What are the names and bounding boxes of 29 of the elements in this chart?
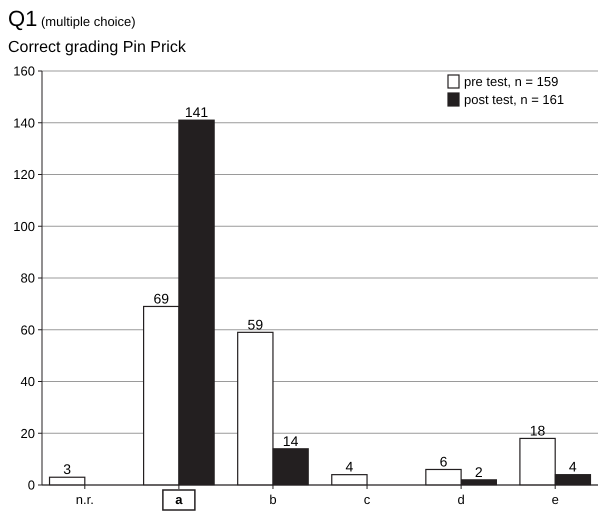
data-label: 14 <box>282 432 299 449</box>
x-tick-label: c <box>364 492 371 507</box>
chart-title: Q1 (multiple choice) <box>8 6 136 31</box>
legend-label: post test, n = 161 <box>464 92 564 107</box>
y-tick-label: 140 <box>13 115 35 130</box>
data-label: 69 <box>153 290 170 306</box>
data-label: 6 <box>440 453 448 470</box>
x-tick-label: b <box>269 492 277 507</box>
x-tick-label: a <box>175 492 184 507</box>
x-tick-label: d <box>458 492 465 507</box>
data-label: 4 <box>346 458 354 475</box>
x-tick-label: e <box>552 492 559 507</box>
chart-subtitle: Correct grading Pin Prick <box>8 39 187 56</box>
data-label: 59 <box>248 316 264 332</box>
y-tick-label: 60 <box>20 322 35 338</box>
y-tick-label: 0 <box>28 478 35 492</box>
y-tick-label: 80 <box>20 270 35 286</box>
y-tick-label: 20 <box>20 426 35 441</box>
data-label: 3 <box>63 461 72 478</box>
data-label: 2 <box>474 464 483 480</box>
legend-label: pre test, n = 159 <box>464 74 558 89</box>
x-tick-label: n.r. <box>76 492 94 507</box>
data-label: 18 <box>530 422 546 438</box>
y-tick-label: 120 <box>13 167 35 182</box>
y-tick-label: 160 <box>13 64 35 78</box>
y-tick-label: 40 <box>20 374 35 389</box>
data-label: 4 <box>568 458 577 475</box>
y-tick-label: 100 <box>13 218 35 234</box>
data-label: 141 <box>184 104 208 120</box>
